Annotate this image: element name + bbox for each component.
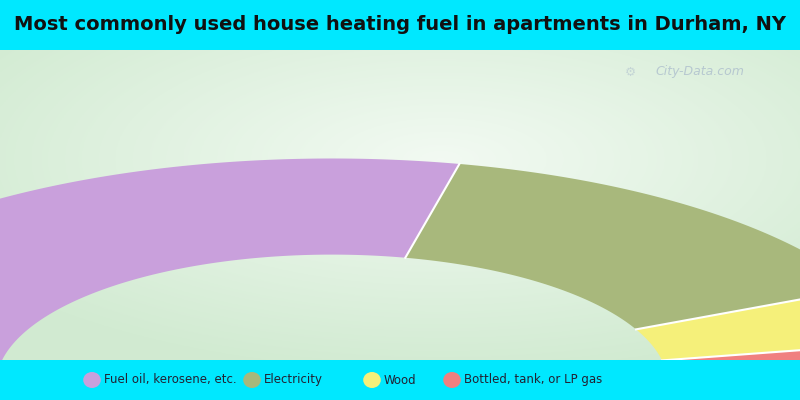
Ellipse shape <box>443 372 461 388</box>
Text: Most commonly used house heating fuel in apartments in Durham, NY: Most commonly used house heating fuel in… <box>14 16 786 34</box>
Ellipse shape <box>83 372 101 388</box>
Text: Electricity: Electricity <box>264 374 323 386</box>
Polygon shape <box>0 158 459 385</box>
Ellipse shape <box>243 372 261 388</box>
Text: City-Data.com: City-Data.com <box>655 66 744 78</box>
Polygon shape <box>636 288 800 360</box>
Text: Bottled, tank, or LP gas: Bottled, tank, or LP gas <box>464 374 602 386</box>
Polygon shape <box>406 164 800 329</box>
Polygon shape <box>662 342 800 385</box>
Text: Fuel oil, kerosene, etc.: Fuel oil, kerosene, etc. <box>104 374 237 386</box>
Text: ⚙: ⚙ <box>625 66 636 78</box>
Text: Wood: Wood <box>384 374 417 386</box>
Ellipse shape <box>363 372 381 388</box>
